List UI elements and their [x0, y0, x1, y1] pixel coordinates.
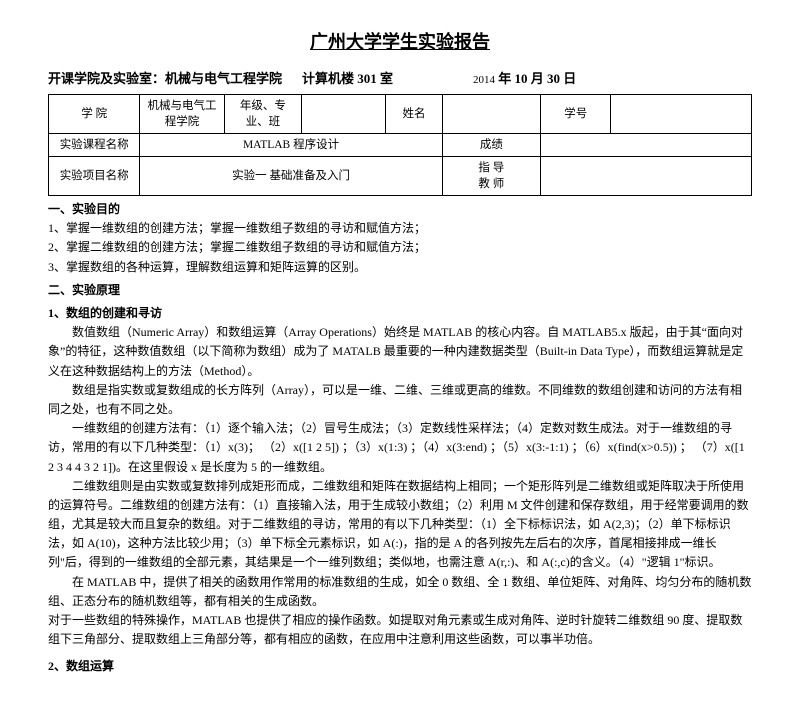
- header-room: 计算机楼 301 室: [302, 69, 393, 90]
- cell-teacher-label-b: 教 师: [447, 176, 536, 192]
- s1-line2: 2、掌握二维数组的创建方法；掌握二维数组子数组的寻访和赋值方法；: [48, 238, 752, 257]
- header-row: 开课学院及实验室：机械与电气工程学院 计算机楼 301 室 2014 年 10 …: [48, 69, 752, 90]
- cell-score-value: [541, 133, 752, 156]
- report-title: 广州大学学生实验报告: [48, 28, 752, 57]
- section-2-2-heading: 2、数组运算: [48, 657, 752, 676]
- s2-p2: 数组是指实数或复数组成的长方阵列（Array），可以是一维、二维、三维或更高的维…: [48, 381, 752, 419]
- header-dept: 机械与电气工程学院: [165, 71, 282, 86]
- s2-p5: 在 MATLAB 中，提供了相关的函数用作常用的标准数组的生成，如全 0 数组、…: [48, 573, 752, 611]
- s1-line3: 3、掌握数组的各种运算，理解数组运算和矩阵运算的区别。: [48, 258, 752, 277]
- cell-name-label: 姓名: [386, 94, 442, 133]
- cell-college-label: 学 院: [49, 94, 140, 133]
- cell-course-label: 实验课程名称: [49, 133, 140, 156]
- cell-teacher-label: 指 导 教 师: [442, 156, 540, 195]
- cell-grade-label: 年级、专业、班: [224, 94, 301, 133]
- section-2-heading: 二、实验原理: [48, 281, 752, 300]
- date-rest: 年 10 月 30 日: [495, 71, 576, 86]
- cell-id-value: [611, 94, 752, 133]
- s1-line1: 1、掌握一维数组的创建方法；掌握一维数组子数组的寻访和赋值方法；: [48, 219, 752, 238]
- section-1-heading: 一、实验目的: [48, 200, 752, 219]
- header-label: 开课学院及实验室：机械与电气工程学院: [48, 69, 282, 90]
- s2-p6: 对于一些数组的特殊操作，MATLAB 也提供了相应的操作函数。如提取对角元素或生…: [48, 611, 752, 649]
- date-year: 2014: [473, 74, 495, 86]
- header-date: 2014 年 10 月 30 日: [473, 69, 576, 90]
- section-2-1-heading: 1、数组的创建和寻访: [48, 304, 752, 323]
- info-table: 学 院 机械与电气工程学院 年级、专业、班 姓名 学号 实验课程名称 MATLA…: [48, 94, 752, 196]
- cell-college-value: 机械与电气工程学院: [140, 94, 224, 133]
- s2-p1: 数值数组（Numeric Array）和数组运算（Array Operation…: [48, 323, 752, 381]
- cell-name-value: [442, 94, 540, 133]
- s2-p4: 二维数组则是由实数或复数排列成矩形而成，二维数组和矩阵在数据结构上相同；一个矩形…: [48, 477, 752, 573]
- cell-id-label: 学号: [541, 94, 611, 133]
- cell-project-value: 实验一 基础准备及入门: [140, 156, 442, 195]
- header-label-text: 开课学院及实验室：: [48, 71, 165, 86]
- s2-p3: 一维数组的创建方法有：（1）逐个输入法；（2）冒号生成法；（3）定数线性采样法；…: [48, 419, 752, 477]
- cell-project-label: 实验项目名称: [49, 156, 140, 195]
- cell-course-value: MATLAB 程序设计: [140, 133, 442, 156]
- cell-teacher-label-a: 指 导: [447, 160, 536, 176]
- cell-grade-value: [302, 94, 386, 133]
- cell-teacher-value: [541, 156, 752, 195]
- cell-score-label: 成绩: [442, 133, 540, 156]
